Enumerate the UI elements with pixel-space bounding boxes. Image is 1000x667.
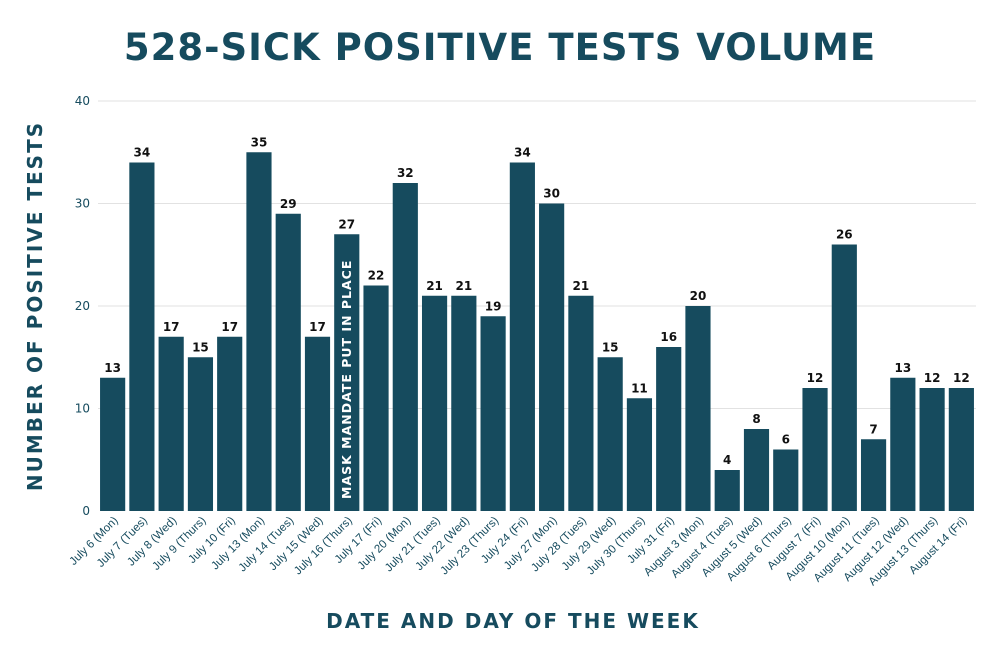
- bar: [656, 347, 682, 511]
- bar: [802, 388, 828, 511]
- data-label: 16: [660, 330, 677, 344]
- y-tick-label: 0: [82, 504, 90, 518]
- bar: [158, 336, 184, 511]
- data-label: 12: [924, 371, 941, 385]
- bar: [919, 388, 945, 511]
- bar: [685, 306, 711, 511]
- y-tick-label: 30: [75, 197, 90, 211]
- bar: [129, 162, 155, 511]
- bar: [773, 449, 799, 511]
- data-label: 19: [485, 299, 502, 313]
- bar: [246, 152, 272, 511]
- bar: [626, 398, 653, 511]
- bar: [304, 336, 331, 511]
- data-label: 26: [836, 228, 853, 242]
- bar: [275, 213, 301, 511]
- annotation-label: MASK MANDATE PUT IN PLACE: [339, 260, 354, 499]
- bar: [363, 285, 389, 511]
- bar: [421, 295, 448, 511]
- data-label: 32: [397, 166, 414, 180]
- bar: [480, 316, 506, 511]
- data-label: 12: [953, 371, 970, 385]
- data-label: 21: [426, 279, 443, 293]
- data-label: 22: [368, 269, 385, 283]
- data-label: 17: [221, 320, 238, 334]
- data-label: 27: [338, 217, 355, 231]
- bar: [568, 295, 594, 511]
- bar: [890, 377, 916, 511]
- bar: [217, 336, 243, 511]
- data-label: 20: [690, 289, 707, 303]
- bar: [451, 295, 477, 511]
- bar: [831, 244, 857, 511]
- data-label: 30: [543, 187, 560, 201]
- bar: [509, 162, 535, 511]
- data-label: 35: [251, 135, 268, 149]
- data-label: 11: [631, 381, 648, 395]
- chart-title: 528-SICK POSITIVE TESTS VOLUME: [123, 26, 877, 69]
- bar: [860, 439, 887, 511]
- bar: [187, 357, 214, 511]
- y-tick-label: 40: [75, 94, 90, 108]
- x-axis-title: DATE AND DAY OF THE WEEK: [326, 609, 700, 633]
- data-label: 13: [894, 361, 911, 375]
- data-label: 29: [280, 197, 297, 211]
- bar: [334, 234, 360, 511]
- data-label: 4: [723, 453, 731, 467]
- data-label: 15: [602, 340, 619, 354]
- bar: [100, 377, 126, 511]
- data-label: 15: [192, 340, 209, 354]
- grid-lines: [98, 100, 976, 409]
- bar: [392, 183, 418, 511]
- y-tick-label: 10: [75, 402, 90, 416]
- data-label: 34: [514, 146, 531, 160]
- bar: [743, 429, 770, 511]
- data-label: 12: [807, 371, 824, 385]
- data-label: 13: [104, 361, 121, 375]
- x-axis-categories: July 6 (Mon)July 7 (Tues)July 8 (Wed)Jul…: [68, 515, 970, 589]
- data-label: 7: [869, 422, 877, 436]
- data-label: 6: [782, 433, 790, 447]
- bar: [714, 470, 740, 511]
- data-label: 17: [309, 320, 326, 334]
- data-label: 21: [573, 279, 590, 293]
- bar: [539, 203, 565, 511]
- y-axis-title: NUMBER OF POSITIVE TESTS: [23, 121, 47, 491]
- y-tick-label: 20: [75, 299, 90, 313]
- bar: [948, 388, 974, 511]
- data-label: 8: [752, 412, 760, 426]
- y-axis-ticks: 0 10 20 30 40: [75, 94, 90, 518]
- data-label: 34: [134, 146, 151, 160]
- bars: [100, 152, 974, 511]
- bar: [597, 357, 623, 511]
- data-label: 21: [455, 279, 472, 293]
- data-labels: 13 34 17 15 17 35 29 17 27 22 32 21 21 19 34 30 21 15 11 16…: [104, 135, 969, 467]
- data-label: 17: [163, 320, 180, 334]
